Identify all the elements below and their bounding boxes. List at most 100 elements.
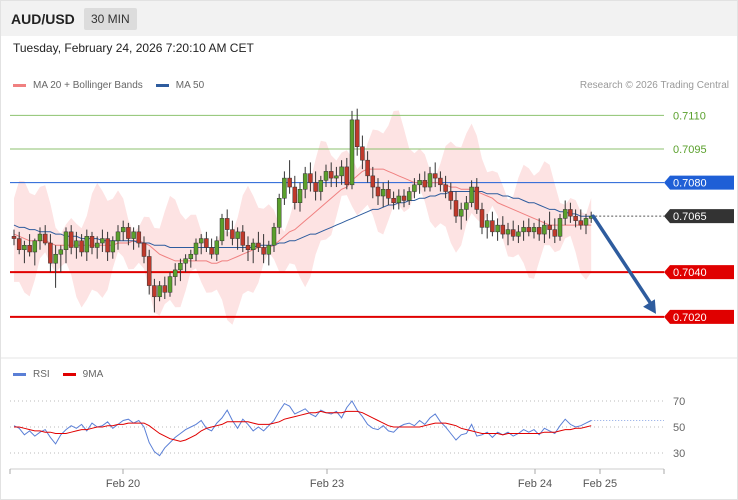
candle	[131, 227, 136, 250]
candle	[261, 234, 266, 264]
candle-body	[391, 197, 396, 203]
candle	[79, 234, 84, 257]
candle	[562, 200, 568, 226]
candle	[386, 180, 391, 205]
candle-body	[292, 186, 298, 203]
candle	[126, 222, 131, 246]
timeframe-badge[interactable]: 30 MIN	[84, 8, 137, 30]
candle-body	[209, 247, 214, 255]
candle	[167, 272, 173, 297]
candle-body	[479, 209, 485, 228]
candle-body	[271, 227, 277, 246]
candle-body	[313, 182, 318, 192]
candle-body	[172, 269, 178, 277]
candle-body	[568, 209, 573, 217]
candle	[443, 175, 448, 199]
candle-body	[89, 236, 95, 248]
candle-body	[37, 233, 43, 242]
candle	[552, 218, 558, 244]
candle	[172, 263, 178, 286]
candle	[68, 225, 74, 255]
candle	[516, 225, 521, 244]
candle	[256, 231, 261, 252]
candle	[500, 216, 506, 239]
candle-body	[204, 238, 209, 248]
candle-body	[167, 276, 173, 293]
x-tick-label: Feb 23	[310, 478, 344, 490]
candle-body	[578, 220, 584, 226]
candle-body	[230, 229, 235, 239]
candle	[63, 227, 69, 264]
level-0-7065-badge	[664, 209, 734, 224]
candle	[157, 281, 162, 302]
candle-body	[256, 242, 261, 248]
candle	[198, 234, 204, 255]
candle-body	[22, 245, 27, 251]
candle-body	[401, 195, 407, 201]
level-0-7020-label: 0.7020	[673, 312, 707, 324]
candle-body	[349, 119, 355, 186]
candle-body	[16, 238, 22, 251]
candle	[360, 135, 365, 170]
x-axis-ticks: Feb 20 Feb 23 Feb 24 Feb 25	[9, 469, 665, 490]
level-0-7095-label: 0.7095	[673, 144, 707, 156]
level-0-7110-label: 0.7110	[673, 110, 706, 122]
candle-body	[542, 224, 547, 235]
candle	[204, 231, 209, 252]
candle	[380, 182, 386, 208]
candle-body	[245, 245, 251, 251]
candle-body	[302, 173, 308, 190]
candle	[100, 229, 105, 252]
candle-body	[344, 166, 350, 186]
candle	[209, 238, 214, 259]
level-0-7040-badge	[664, 265, 734, 280]
candle-body	[443, 184, 448, 192]
candle	[323, 164, 329, 188]
level-0-7040-label: 0.7040	[673, 267, 707, 279]
candles	[11, 108, 594, 313]
candle	[422, 171, 428, 192]
rsi-panel: 70 50 30	[10, 396, 685, 460]
bollinger-band-area	[14, 110, 592, 325]
candle-body	[131, 231, 136, 239]
candle	[510, 220, 516, 241]
candle-body	[464, 202, 469, 210]
candle-body	[531, 227, 537, 233]
rsi-tick-label: 70	[673, 396, 685, 408]
candle-body	[32, 240, 38, 253]
candle-body	[100, 238, 105, 244]
candle-body	[552, 229, 558, 237]
candle-body	[74, 240, 79, 248]
candle	[583, 213, 589, 235]
candle-body	[469, 186, 474, 203]
candle-body	[63, 231, 69, 251]
candle-body	[120, 227, 126, 233]
candle	[183, 254, 188, 273]
candle-body	[157, 285, 162, 298]
candle-body	[583, 218, 589, 226]
candle	[42, 225, 48, 246]
candle	[89, 231, 95, 255]
rsi-tick-label: 50	[673, 422, 685, 434]
candle-body	[183, 258, 188, 264]
x-tick-label: Feb 20	[106, 478, 140, 490]
level-0-7020-badge	[664, 309, 734, 324]
candle-body	[27, 245, 32, 253]
candle-body	[380, 189, 386, 197]
candle-body	[370, 175, 376, 188]
ma50-legend-label: MA 50	[175, 80, 205, 91]
candle	[412, 178, 417, 199]
candle	[245, 236, 251, 261]
bollinger-band	[14, 110, 592, 325]
candle-body	[495, 224, 500, 233]
candle-body	[328, 171, 334, 179]
candle-body	[422, 180, 428, 188]
candle-body	[360, 146, 365, 161]
candle	[448, 182, 454, 210]
candle-body	[339, 166, 344, 177]
candle	[37, 227, 43, 250]
candle-body	[178, 262, 183, 271]
candle	[349, 110, 355, 190]
candle	[469, 180, 474, 208]
